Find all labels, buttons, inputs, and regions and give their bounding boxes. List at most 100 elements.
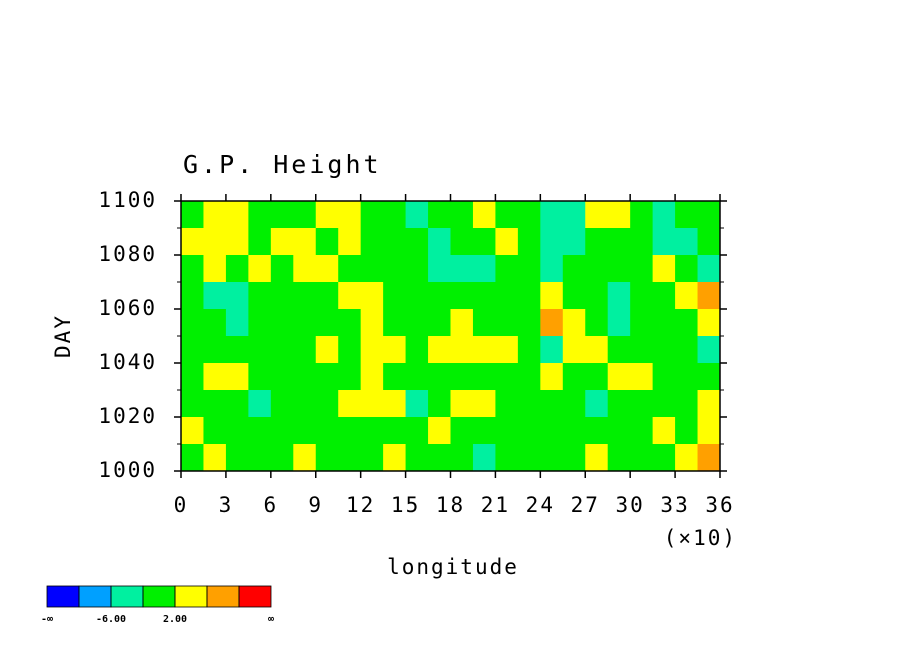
cell <box>562 201 586 229</box>
cell <box>360 444 384 472</box>
cell <box>697 363 721 391</box>
x-tick-label: 27 <box>571 493 600 517</box>
cell <box>181 390 204 418</box>
cell <box>360 309 384 337</box>
cell <box>360 201 384 229</box>
cell <box>675 201 699 229</box>
x-tick-label: 18 <box>436 493 465 517</box>
cell <box>225 228 249 256</box>
cell <box>225 309 249 337</box>
cell <box>338 363 362 391</box>
colorbar-swatch <box>78 585 112 608</box>
cell <box>472 201 496 229</box>
cell <box>450 255 474 283</box>
cell <box>652 201 676 229</box>
cell <box>270 336 294 364</box>
cell <box>585 309 609 337</box>
colorbar-high-label: ∞ <box>268 614 274 625</box>
cell <box>181 363 204 391</box>
x-tick-label: 9 <box>308 493 323 517</box>
cell <box>315 255 339 283</box>
cell <box>203 228 227 256</box>
cell <box>607 363 631 391</box>
x-axis-label: longitude <box>387 555 519 579</box>
cell <box>540 228 564 256</box>
cell <box>338 390 362 418</box>
cell <box>293 363 317 391</box>
cell <box>181 201 204 229</box>
cell <box>652 309 676 337</box>
cell <box>472 336 496 364</box>
cell <box>585 390 609 418</box>
colorbar-label: -6.00 <box>96 614 126 625</box>
cell <box>383 255 407 283</box>
cell <box>450 228 474 256</box>
cell <box>338 417 362 445</box>
colorbar-swatch <box>238 585 272 608</box>
cell <box>315 390 339 418</box>
cell <box>472 363 496 391</box>
cell <box>472 255 496 283</box>
cell <box>697 255 721 283</box>
cell <box>630 309 654 337</box>
cell <box>428 444 451 472</box>
cell <box>203 417 227 445</box>
cell <box>338 309 362 337</box>
cell <box>450 336 474 364</box>
x-tick-label: 12 <box>346 493 375 517</box>
cell <box>225 336 249 364</box>
cell <box>607 444 631 472</box>
cell <box>383 201 407 229</box>
x-tick-label: 6 <box>264 493 279 517</box>
cell <box>495 336 519 364</box>
cell <box>697 417 721 445</box>
cell <box>675 444 699 472</box>
cell <box>630 444 654 472</box>
x-multiplier-label: (×10) <box>664 526 737 550</box>
colorbar-swatch <box>174 585 208 608</box>
cell <box>383 417 407 445</box>
cell <box>517 309 541 337</box>
x-tick-label: 3 <box>219 493 234 517</box>
cell <box>562 444 586 472</box>
cell <box>248 444 272 472</box>
cell <box>585 417 609 445</box>
cell <box>270 228 294 256</box>
cell <box>585 444 609 472</box>
cell <box>338 336 362 364</box>
cell <box>697 390 721 418</box>
cell <box>697 201 721 229</box>
cell <box>472 444 496 472</box>
y-tick-label: 1040 <box>98 350 157 374</box>
cell <box>495 282 519 310</box>
y-tick-label: 1080 <box>98 242 157 266</box>
cell <box>270 201 294 229</box>
cell <box>360 336 384 364</box>
cell <box>225 444 249 472</box>
cell <box>338 282 362 310</box>
x-tick-label: 36 <box>705 493 734 517</box>
cell <box>450 444 474 472</box>
cell <box>383 336 407 364</box>
cell <box>338 444 362 472</box>
cell <box>428 336 451 364</box>
cell <box>450 390 474 418</box>
cell <box>540 255 564 283</box>
cell <box>293 309 317 337</box>
cell <box>697 309 721 337</box>
cell <box>540 309 564 337</box>
y-tick-label: 1100 <box>98 188 157 212</box>
cell <box>472 309 496 337</box>
cell <box>293 444 317 472</box>
cell <box>428 363 451 391</box>
cell <box>540 444 564 472</box>
cell <box>428 417 451 445</box>
cell <box>383 282 407 310</box>
cell <box>315 444 339 472</box>
cell <box>540 336 564 364</box>
cell <box>472 282 496 310</box>
cell <box>472 390 496 418</box>
cell <box>428 228 451 256</box>
cell <box>203 363 227 391</box>
cell <box>360 228 384 256</box>
